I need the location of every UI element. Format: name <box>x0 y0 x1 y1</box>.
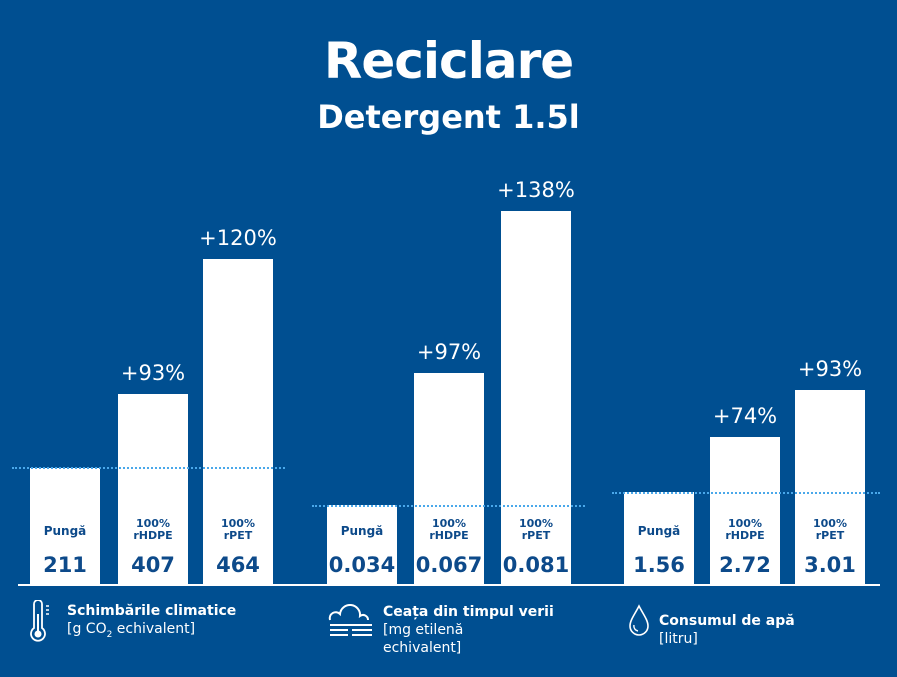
reference-line <box>312 505 585 507</box>
bar <box>624 492 694 585</box>
category-label-text: rHDPE <box>725 529 765 542</box>
change-label: +97% <box>416 340 482 364</box>
legend-title: Schimbările climatice <box>67 603 237 619</box>
value-label: 464 <box>216 553 260 577</box>
category-label-text: 100% <box>136 517 170 530</box>
category-label: Pungă <box>327 525 397 538</box>
legend-unit: [g CO <box>67 621 107 637</box>
category-label: 100% rHDPE <box>414 518 484 542</box>
category-label: Pungă <box>30 525 100 538</box>
page-subtitle: Detergent 1.5l <box>317 98 580 136</box>
category-label-text: rHDPE <box>133 529 173 542</box>
bar <box>795 390 865 585</box>
bar <box>203 259 273 585</box>
category-label-text: 100% <box>813 517 847 530</box>
reference-line <box>612 492 880 494</box>
legend-unit: [litru] <box>659 631 698 647</box>
value-label: 211 <box>43 553 87 577</box>
value-label: 1.56 <box>633 553 685 577</box>
category-label: 100% rPET <box>203 518 273 542</box>
value-label: 0.067 <box>415 553 483 577</box>
category-label-text: rPET <box>223 529 253 542</box>
legend-title: Ceața din timpul verii <box>383 604 554 620</box>
legend-fog: Ceața din timpul verii [mg etilenă echiv… <box>383 603 554 657</box>
category-label: 100% rPET <box>501 518 571 542</box>
thermometer-icon <box>30 600 49 642</box>
change-label: +120% <box>199 226 277 250</box>
category-label-text: rPET <box>521 529 551 542</box>
category-label-text: rHDPE <box>429 529 469 542</box>
legend-climate: Schimbările climatice [g CO2 echivalent] <box>67 602 236 644</box>
category-label-text: Pungă <box>637 524 681 538</box>
reference-line <box>12 467 285 469</box>
legend-title: Consumul de apă <box>659 613 795 629</box>
category-label-text: 100% <box>432 517 466 530</box>
legend-water: Consumul de apă [litru] <box>659 612 795 648</box>
bar <box>414 373 484 585</box>
category-label-text: Pungă <box>340 524 384 538</box>
category-label-text: 100% <box>519 517 553 530</box>
category-label: 100% rPET <box>795 518 865 542</box>
legend-unit: echivalent] <box>112 621 196 637</box>
value-label: 2.72 <box>719 553 771 577</box>
bar <box>710 437 780 585</box>
change-label: +74% <box>712 404 778 428</box>
change-label: +93% <box>120 361 186 385</box>
category-label: 100% rHDPE <box>710 518 780 542</box>
bar <box>30 468 100 585</box>
bar <box>118 394 188 585</box>
change-label: +138% <box>497 178 575 202</box>
value-label: 407 <box>131 553 175 577</box>
value-label: 0.081 <box>502 553 570 577</box>
bar <box>501 211 571 585</box>
water-drop-icon <box>629 604 649 636</box>
legend-unit: echivalent] <box>383 640 462 656</box>
category-label-text: 100% <box>221 517 255 530</box>
bar <box>327 505 397 585</box>
fog-icon <box>328 604 372 636</box>
baseline <box>18 584 880 586</box>
change-label: +93% <box>797 357 863 381</box>
category-label: 100% rHDPE <box>118 518 188 542</box>
category-label-text: rPET <box>815 529 845 542</box>
value-label: 0.034 <box>328 553 396 577</box>
category-label: Pungă <box>624 525 694 538</box>
legend-unit: [mg etilenă <box>383 622 464 638</box>
category-label-text: Pungă <box>43 524 87 538</box>
category-label-text: 100% <box>728 517 762 530</box>
value-label: 3.01 <box>804 553 856 577</box>
page-title: Reciclare <box>323 32 574 90</box>
legend-unit-sub: 2 <box>106 629 113 640</box>
